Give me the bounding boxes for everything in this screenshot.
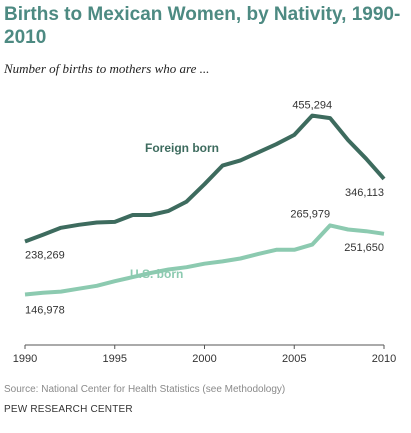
chart-title: Births to Mexican Women, by Nativity, 19…: [4, 4, 401, 48]
x-tick-label: 2005: [282, 353, 306, 365]
x-axis: 1990 1995 2000 2005 2010: [13, 344, 396, 365]
annotations: Foreign born U.S. born 238,269 455,294 346,1…: [25, 100, 384, 317]
data-label: 346,113: [345, 187, 384, 199]
x-tick-label: 1990: [13, 353, 37, 365]
series-line-us-born: [24, 223, 385, 297]
chart-subtitle: Number of births to mothers who are ...: [4, 61, 210, 76]
plot-area: [24, 113, 386, 297]
data-label: 238,269: [25, 250, 65, 262]
source-note: Source: National Center for Health Stati…: [4, 384, 286, 395]
organization-name: PEW RESEARCH CENTER: [4, 404, 133, 415]
x-tick-label: 2000: [192, 353, 216, 365]
data-label: 455,294: [292, 100, 332, 112]
x-tick-label: 1995: [103, 353, 127, 365]
series-line-foreign-born: [24, 113, 386, 244]
data-label: 251,650: [344, 242, 384, 254]
x-tick-label: 2010: [372, 353, 396, 365]
series-label-us-born: U.S. born: [130, 267, 183, 281]
data-label: 265,979: [290, 208, 330, 220]
series-label-foreign-born: Foreign born: [145, 141, 219, 155]
data-label: 146,978: [25, 305, 65, 317]
